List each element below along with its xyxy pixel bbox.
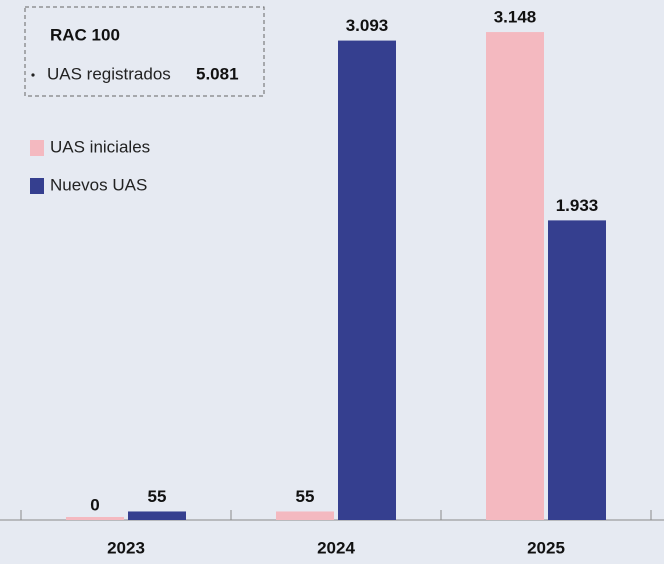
bar [486,32,544,521]
legend-label: Nuevos UAS [50,175,147,194]
legend-swatch [30,140,44,156]
x-tick-label: 2024 [317,538,355,557]
x-tick-label: 2025 [527,538,565,557]
value-label: 0 [90,495,99,514]
annotation-value: 5.081 [196,64,239,83]
annotation-box [24,6,265,97]
value-label: 55 [148,487,167,506]
bar [548,220,606,520]
value-label: 55 [296,487,315,506]
value-label: 3.093 [346,16,389,35]
value-label: 3.148 [494,8,537,27]
legend-swatch [30,178,44,194]
value-label: 1.933 [556,196,599,215]
bar [276,511,334,520]
annotation-text: UAS registrados [47,64,171,83]
annotation-title: RAC 100 [50,25,120,44]
x-tick-label: 2023 [107,538,145,557]
bar [66,517,124,520]
bullet [31,73,35,77]
legend-label: UAS iniciales [50,137,150,156]
bar [338,40,396,521]
bar [128,511,186,520]
